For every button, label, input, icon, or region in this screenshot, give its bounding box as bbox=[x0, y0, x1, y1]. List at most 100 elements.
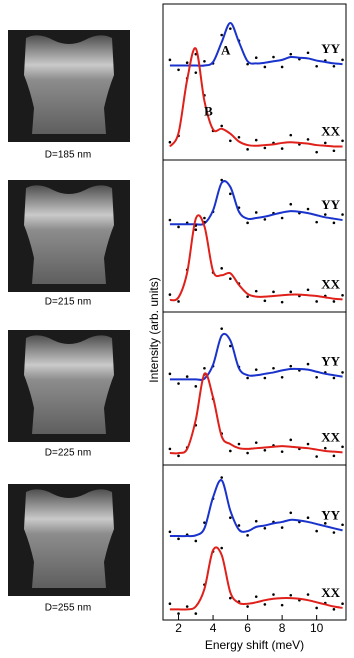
data-point bbox=[254, 595, 258, 598]
data-point bbox=[280, 300, 284, 304]
data-point bbox=[237, 135, 241, 139]
data-point bbox=[229, 449, 232, 453]
data-point bbox=[263, 65, 267, 69]
data-point bbox=[306, 207, 310, 211]
data-point bbox=[263, 299, 267, 303]
y-axis-label: Intensity (arb. units) bbox=[147, 277, 161, 382]
data-point bbox=[229, 27, 232, 30]
data-point bbox=[254, 519, 258, 523]
data-point bbox=[254, 441, 258, 444]
data-point bbox=[341, 445, 344, 449]
data-point bbox=[272, 593, 275, 596]
data-point bbox=[289, 364, 293, 368]
data-point bbox=[220, 327, 223, 330]
data-point bbox=[185, 375, 189, 378]
data-point bbox=[289, 52, 293, 56]
data-point bbox=[177, 454, 180, 458]
data-point bbox=[323, 213, 327, 216]
sem-image bbox=[8, 330, 130, 442]
data-point bbox=[246, 451, 249, 455]
data-point bbox=[306, 138, 310, 141]
data-point bbox=[254, 289, 258, 293]
data-point bbox=[168, 58, 172, 62]
series-label: YY bbox=[321, 354, 340, 369]
data-point bbox=[306, 593, 310, 596]
data-point bbox=[194, 228, 198, 232]
data-point bbox=[272, 55, 275, 59]
data-point bbox=[332, 64, 336, 68]
sample-label: D=225 nm bbox=[45, 448, 91, 459]
data-point bbox=[289, 593, 293, 597]
sem-image bbox=[8, 484, 130, 596]
data-point bbox=[246, 148, 249, 151]
data-point bbox=[229, 344, 232, 348]
data-point bbox=[194, 385, 198, 388]
data-point bbox=[194, 612, 198, 615]
data-point bbox=[332, 300, 336, 303]
data-point bbox=[289, 133, 293, 137]
data-point bbox=[254, 138, 258, 142]
data-point bbox=[254, 368, 258, 371]
x-tick-label: 2 bbox=[175, 621, 182, 635]
data-point bbox=[289, 202, 293, 206]
data-point bbox=[246, 376, 249, 380]
data-point bbox=[332, 454, 336, 458]
data-point bbox=[289, 290, 293, 294]
fit-line bbox=[169, 372, 343, 455]
data-point bbox=[341, 293, 344, 297]
data-point bbox=[306, 362, 310, 366]
data-point bbox=[220, 476, 223, 479]
data-point bbox=[177, 612, 180, 615]
data-point bbox=[229, 139, 232, 143]
data-point bbox=[237, 524, 241, 527]
data-point bbox=[177, 382, 180, 385]
data-point bbox=[263, 146, 267, 150]
annotation: B bbox=[204, 104, 213, 119]
x-tick-label: 6 bbox=[244, 621, 251, 635]
fit-line bbox=[169, 180, 343, 226]
series-label: XX bbox=[321, 429, 340, 444]
series-label: YY bbox=[321, 41, 340, 56]
fit-line bbox=[169, 21, 343, 67]
data-point bbox=[229, 596, 232, 600]
data-point bbox=[341, 139, 344, 143]
data-point bbox=[315, 64, 318, 68]
data-point bbox=[203, 59, 206, 63]
data-point bbox=[254, 56, 258, 60]
data-point bbox=[280, 450, 284, 453]
data-point bbox=[315, 606, 318, 610]
sample-label: D=185 nm bbox=[45, 150, 91, 161]
data-point bbox=[315, 300, 318, 303]
data-point bbox=[341, 213, 344, 216]
data-point bbox=[263, 526, 267, 530]
data-point bbox=[315, 375, 318, 379]
data-point bbox=[203, 521, 206, 524]
data-point bbox=[323, 141, 327, 145]
x-axis-label: Energy shift (meV) bbox=[205, 638, 304, 652]
data-point bbox=[272, 366, 275, 370]
data-point bbox=[263, 376, 267, 380]
sample-label: D=215 nm bbox=[45, 297, 91, 308]
data-point bbox=[263, 603, 267, 606]
data-point bbox=[168, 218, 172, 222]
data-point bbox=[280, 375, 284, 379]
data-point bbox=[332, 531, 336, 534]
data-point bbox=[289, 511, 293, 515]
series-label: YY bbox=[321, 507, 340, 522]
data-point bbox=[332, 608, 336, 611]
data-point bbox=[272, 290, 275, 294]
data-point bbox=[194, 71, 198, 74]
data-point bbox=[229, 516, 232, 520]
data-point bbox=[315, 529, 318, 533]
data-point bbox=[341, 602, 344, 606]
series-label: XX bbox=[321, 276, 340, 291]
fit-line bbox=[169, 479, 343, 538]
series-label: YY bbox=[321, 197, 340, 212]
data-point bbox=[306, 51, 310, 55]
data-point bbox=[323, 446, 327, 450]
data-point bbox=[332, 376, 336, 380]
data-point bbox=[289, 438, 293, 442]
panel-frame bbox=[162, 464, 347, 621]
data-point bbox=[177, 225, 180, 229]
